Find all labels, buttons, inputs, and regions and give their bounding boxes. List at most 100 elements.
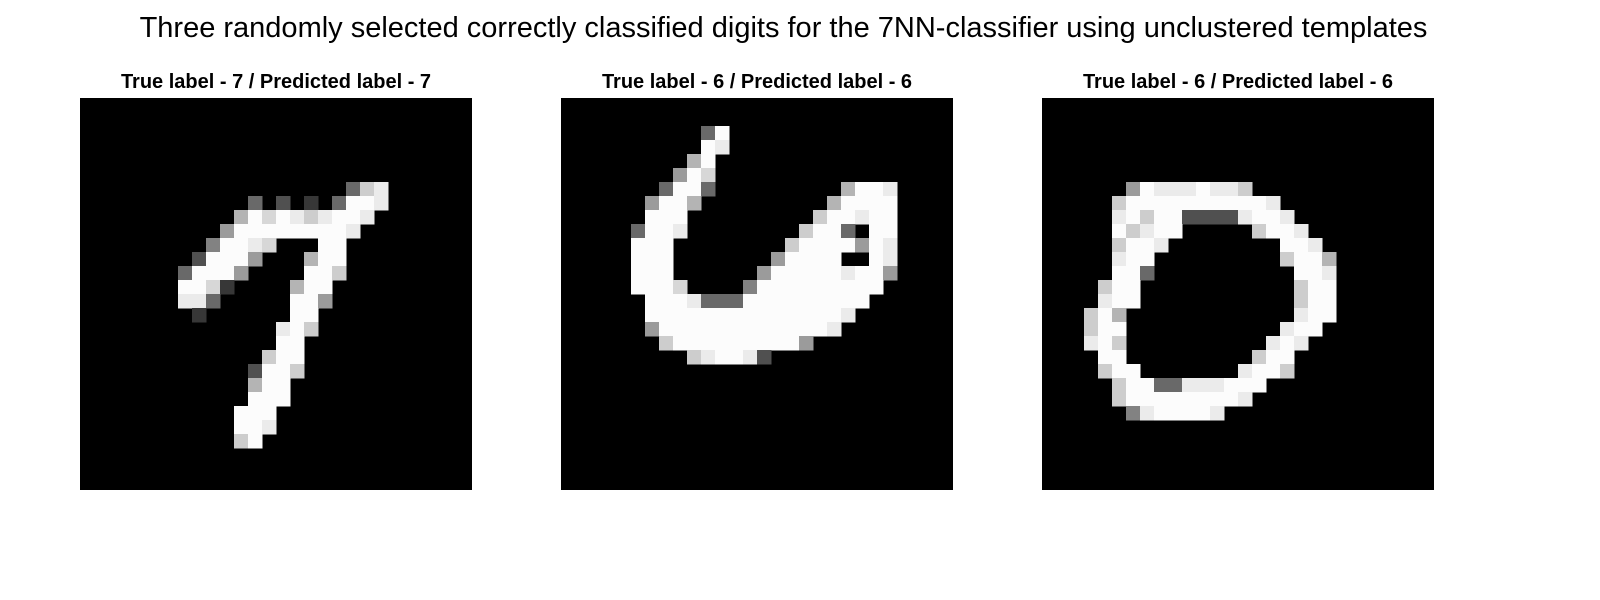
digit-pixel bbox=[645, 210, 660, 225]
digit-pixel bbox=[318, 210, 333, 225]
digit-pixel bbox=[1140, 238, 1155, 253]
digit-pixel bbox=[318, 238, 333, 253]
digit-pixel bbox=[318, 224, 333, 239]
digit-pixel bbox=[659, 210, 674, 225]
digit-pixel bbox=[855, 280, 870, 295]
digit-pixel bbox=[841, 210, 856, 225]
digit-pixel bbox=[631, 238, 646, 253]
digit-pixel bbox=[1154, 392, 1169, 407]
digit-pixel bbox=[715, 350, 730, 365]
digit-pixel bbox=[659, 224, 674, 239]
digit-pixel bbox=[262, 378, 277, 393]
digit-pixel bbox=[757, 322, 772, 337]
digit-pixel bbox=[1168, 182, 1183, 197]
digit-pixel bbox=[374, 196, 389, 211]
digit-pixel bbox=[304, 280, 319, 295]
digit-pixel bbox=[304, 224, 319, 239]
digit-pixel bbox=[869, 266, 884, 281]
digit-pixel bbox=[276, 350, 291, 365]
digit-pixel bbox=[841, 238, 856, 253]
digit-pixel bbox=[673, 196, 688, 211]
digit-pixel bbox=[1182, 392, 1197, 407]
digit-pixel bbox=[785, 322, 800, 337]
digit-pixel bbox=[841, 308, 856, 323]
digit-pixel bbox=[1224, 392, 1239, 407]
digit-pixel bbox=[192, 294, 207, 309]
digit-pixel bbox=[729, 322, 744, 337]
digit-pixel bbox=[701, 350, 716, 365]
digit-pixel bbox=[827, 196, 842, 211]
digit-pixel bbox=[290, 210, 305, 225]
digit-image bbox=[561, 98, 953, 490]
digit-pixel bbox=[220, 252, 235, 267]
digit-pixel bbox=[1126, 294, 1141, 309]
digit-pixel bbox=[729, 308, 744, 323]
digit-pixel bbox=[220, 238, 235, 253]
digit-pixel bbox=[645, 308, 660, 323]
digit-pixel bbox=[1196, 378, 1211, 393]
digit-pixel bbox=[715, 126, 730, 141]
digit-pixel bbox=[178, 266, 193, 281]
digit-pixel bbox=[206, 280, 221, 295]
digit-pixel bbox=[234, 210, 249, 225]
digit-pixel bbox=[813, 322, 828, 337]
digit-pixel bbox=[701, 294, 716, 309]
digit-pixel bbox=[1112, 252, 1127, 267]
digit-pixel bbox=[234, 224, 249, 239]
digit-pixel bbox=[360, 210, 375, 225]
digit-pixel bbox=[743, 308, 758, 323]
digit-pixel bbox=[248, 252, 263, 267]
digit-pixel bbox=[1126, 238, 1141, 253]
digit-pixel bbox=[1266, 336, 1281, 351]
digit-pixel bbox=[1238, 182, 1253, 197]
digit-pixel bbox=[304, 210, 319, 225]
digit-pixel bbox=[645, 322, 660, 337]
digit-pixel bbox=[813, 294, 828, 309]
digit-pixel bbox=[1294, 322, 1309, 337]
digit-pixel bbox=[687, 168, 702, 183]
digit-pixel bbox=[1154, 182, 1169, 197]
digit-pixel bbox=[1140, 252, 1155, 267]
digit-pixel bbox=[234, 406, 249, 421]
digit-pixel bbox=[178, 294, 193, 309]
digit-pixel bbox=[1112, 350, 1127, 365]
digit-pixel bbox=[855, 294, 870, 309]
digit-pixel bbox=[827, 266, 842, 281]
digit-pixel bbox=[1322, 280, 1337, 295]
digit-pixel bbox=[659, 336, 674, 351]
digit-pixel bbox=[332, 266, 347, 281]
digit-pixel bbox=[1112, 308, 1127, 323]
digit-pixel bbox=[743, 294, 758, 309]
digit-pixel bbox=[1294, 266, 1309, 281]
digit-pixel bbox=[1112, 266, 1127, 281]
digit-pixel bbox=[1252, 350, 1267, 365]
digit-pixel bbox=[234, 252, 249, 267]
digit-pixel bbox=[813, 210, 828, 225]
digit-pixel bbox=[192, 266, 207, 281]
digit-pixel bbox=[659, 196, 674, 211]
digit-pixel bbox=[1140, 182, 1155, 197]
digit-pixel bbox=[799, 336, 814, 351]
digit-pixel bbox=[757, 350, 772, 365]
digit-pixel bbox=[771, 336, 786, 351]
digit-pixel bbox=[1098, 336, 1113, 351]
digit-pixel bbox=[1294, 336, 1309, 351]
digit-pixel bbox=[785, 238, 800, 253]
digit-pixel bbox=[1280, 238, 1295, 253]
digit-pixel bbox=[332, 210, 347, 225]
digit-pixel bbox=[813, 266, 828, 281]
digit-pixel bbox=[1140, 266, 1155, 281]
digit-pixel bbox=[332, 196, 347, 211]
digit-pixel bbox=[799, 224, 814, 239]
digit-pixel bbox=[1112, 280, 1127, 295]
digit-pixel bbox=[1252, 210, 1267, 225]
digit-pixel bbox=[827, 224, 842, 239]
digit-pixel bbox=[304, 266, 319, 281]
digit-pixel bbox=[673, 308, 688, 323]
digit-pixel bbox=[785, 294, 800, 309]
digit-pixel bbox=[771, 252, 786, 267]
digit-pixel bbox=[841, 196, 856, 211]
digit-pixel bbox=[1098, 294, 1113, 309]
digit-pixel bbox=[701, 154, 716, 169]
digit-pixel bbox=[1098, 308, 1113, 323]
